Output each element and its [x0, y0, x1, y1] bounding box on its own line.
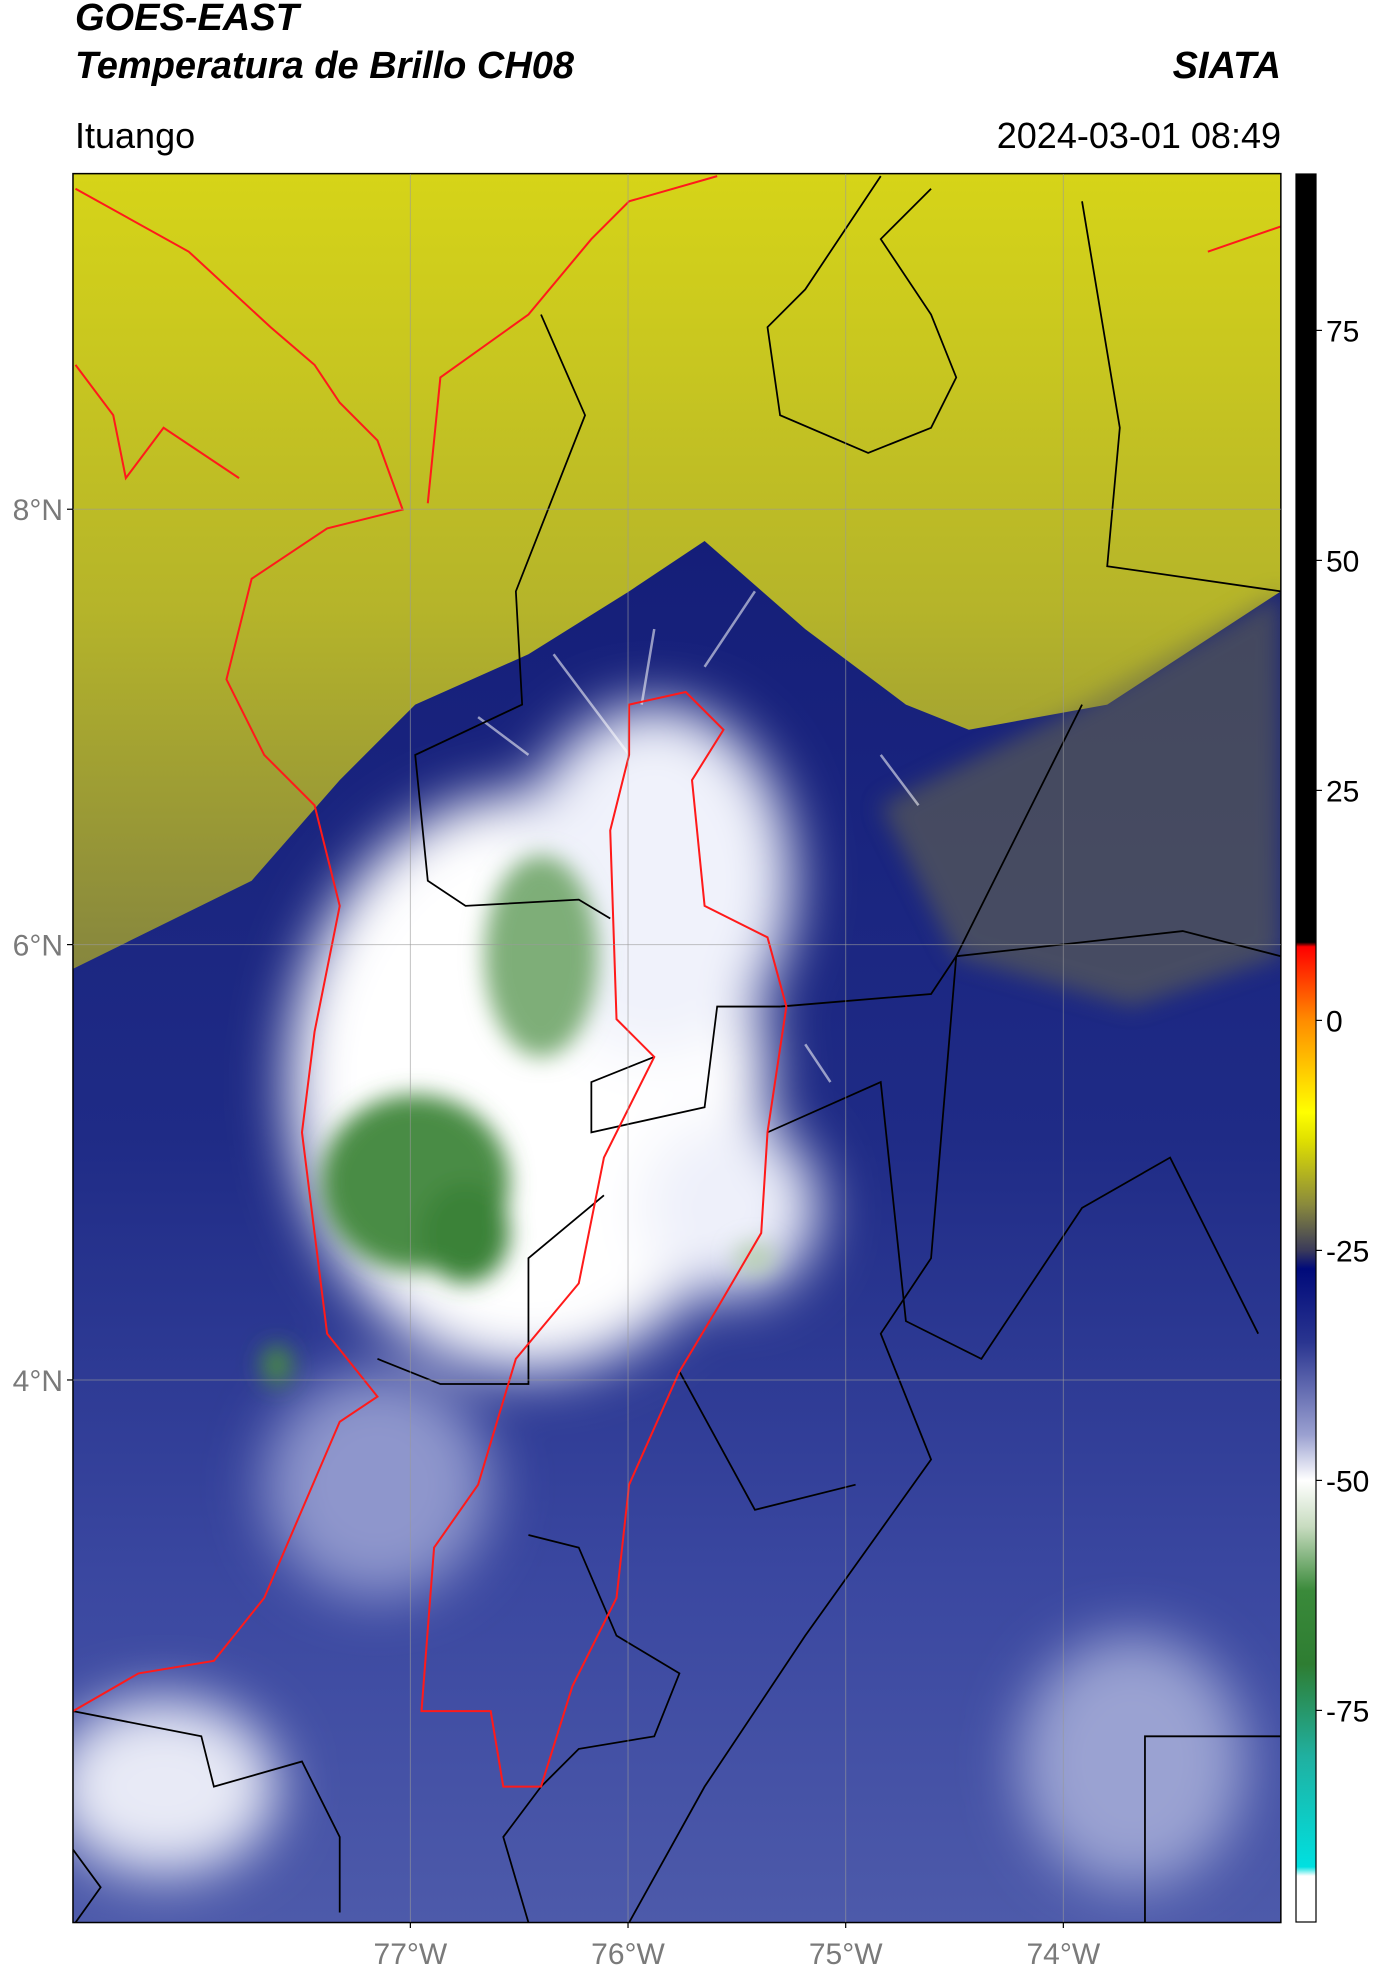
colorbar-tick-label: -50 — [1326, 1465, 1369, 1498]
y-tick-label: 8°N — [13, 494, 63, 527]
subtitle: Temperatura de Brillo CH08 — [75, 45, 575, 87]
location: Ituango — [75, 115, 195, 156]
map — [72, 172, 1282, 1924]
x-tick-label: 76°W — [591, 1938, 665, 1971]
source: SIATA — [1173, 45, 1281, 87]
colorbar-tick-label: -25 — [1326, 1235, 1369, 1268]
colorbar-tick-label: 75 — [1326, 315, 1359, 348]
title: GOES-EAST — [75, 0, 302, 39]
colorbar-tick-label: 50 — [1326, 545, 1359, 578]
coastline — [72, 175, 1281, 1788]
datetime: 2024-03-01 08:49 — [997, 115, 1281, 156]
y-tick-label: 4°N — [13, 1365, 63, 1398]
map-frame — [72, 172, 1282, 1924]
coldest-clouds — [261, 855, 776, 1386]
x-tick-label: 77°W — [374, 1938, 448, 1971]
satellite-image — [72, 173, 1281, 1923]
colorbar-tick-label: 25 — [1326, 775, 1359, 808]
x-tick-label: 75°W — [809, 1938, 883, 1971]
axes: 77°W 76°W 75°W 74°W 4°N 6°N 8°N 75 50 25 0 -25 -50 -7… — [13, 173, 1369, 1971]
colorbar-tick-label: -75 — [1326, 1695, 1369, 1728]
warm-area — [880, 591, 1281, 1007]
warm-area — [72, 173, 1281, 969]
colorbar-tick-label: 0 — [1326, 1005, 1343, 1038]
cloud-streaks — [477, 590, 920, 1083]
borders — [72, 175, 1281, 1923]
colorbar — [1295, 173, 1317, 1923]
x-tick-label: 74°W — [1026, 1938, 1100, 1971]
y-tick-label: 6°N — [13, 930, 63, 963]
